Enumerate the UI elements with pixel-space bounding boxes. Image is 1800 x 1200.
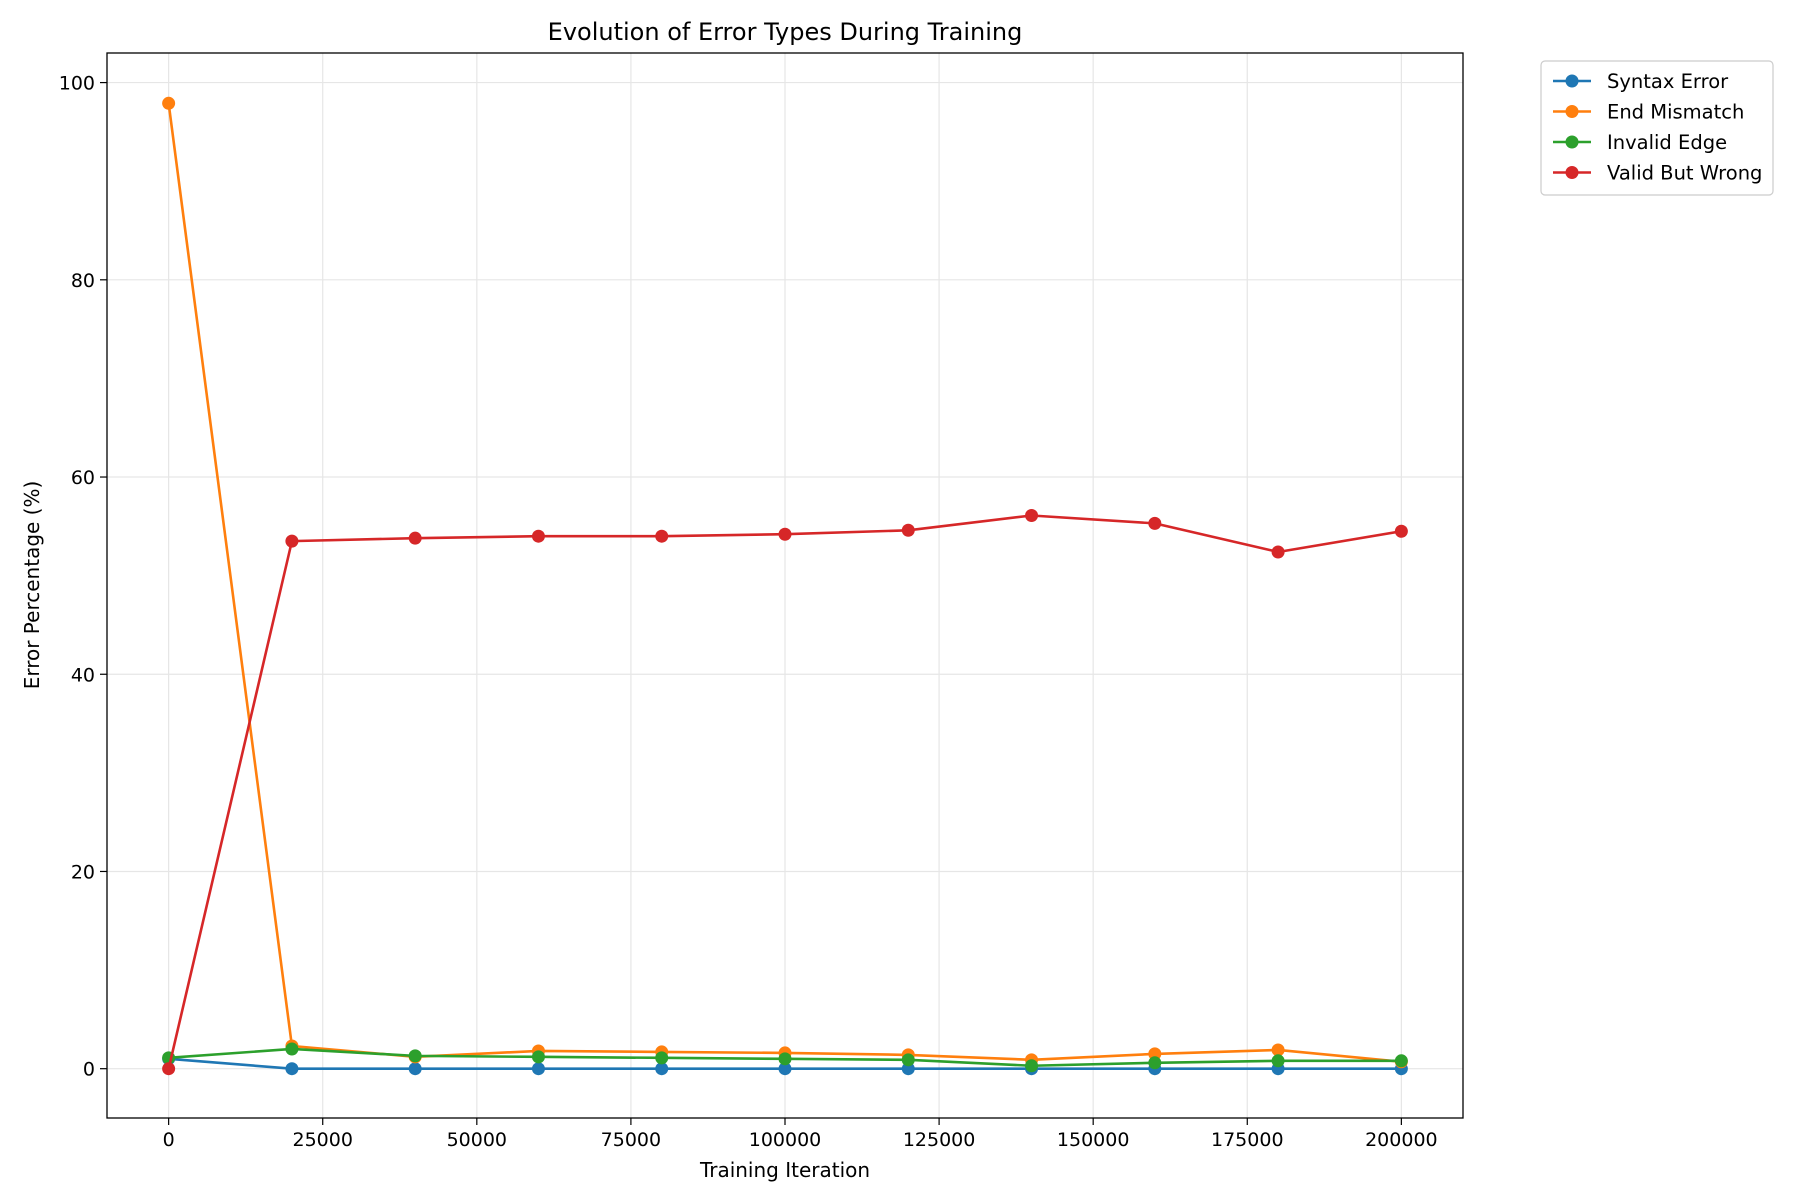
data-point-valid-but-wrong [901, 523, 915, 537]
data-point-valid-but-wrong [285, 534, 299, 548]
data-point-valid-but-wrong [655, 529, 669, 543]
data-point-invalid-edge [655, 1051, 669, 1065]
x-tick-label: 175000 [1211, 1129, 1284, 1151]
legend: Syntax Error End Mismatch Invalid Edge Vali… [1540, 60, 1774, 196]
y-tick-label: 100 [59, 73, 95, 95]
data-point-invalid-edge [408, 1049, 422, 1063]
legend-item-end-mismatch: End Mismatch [1553, 101, 1744, 124]
x-tick-label: 75000 [601, 1129, 661, 1151]
data-point-syntax-error [778, 1062, 792, 1076]
legend-item-invalid-edge: Invalid Edge [1553, 131, 1727, 154]
y-tick-label: 20 [71, 861, 95, 883]
legend-marker [1565, 166, 1579, 179]
legend-box [1540, 60, 1774, 196]
x-tick-label: 125000 [903, 1129, 976, 1151]
data-point-syntax-error [655, 1062, 669, 1076]
x-tick-label: 0 [163, 1129, 175, 1151]
data-point-valid-but-wrong [531, 529, 545, 543]
y-tick-label: 40 [71, 664, 95, 686]
data-point-end-mismatch [162, 96, 176, 110]
data-point-end-mismatch [1271, 1043, 1285, 1057]
legend-label: End Mismatch [1607, 101, 1744, 124]
data-point-valid-but-wrong [408, 531, 422, 545]
y-axis-label: Error Percentage (%) [20, 481, 44, 690]
x-axis-label: Training Iteration [699, 1158, 870, 1182]
data-point-invalid-edge [1148, 1056, 1162, 1070]
data-point-valid-but-wrong [1394, 524, 1408, 538]
data-point-invalid-edge [285, 1042, 299, 1056]
data-point-valid-but-wrong [1025, 508, 1039, 522]
legend-item-syntax-error: Syntax Error [1553, 70, 1729, 93]
chart-title: Evolution of Error Types During Training [548, 18, 1023, 46]
series-valid-but-wrong [162, 508, 1408, 1076]
data-point-valid-but-wrong [1148, 516, 1162, 530]
y-tick-label: 60 [71, 467, 95, 489]
legend-marker [1565, 74, 1579, 88]
data-point-syntax-error [531, 1062, 545, 1076]
plot-frame [106, 52, 1464, 1119]
plot-area: 0 25000 50000 75000 100000 125000 150000 175000… [59, 52, 1464, 1151]
legend-label: Valid But Wrong [1607, 162, 1762, 185]
y-tick-label: 80 [71, 270, 95, 292]
data-point-invalid-edge [1271, 1054, 1285, 1068]
x-tick-label: 200000 [1365, 1129, 1438, 1151]
data-point-syntax-error [408, 1062, 422, 1076]
data-point-invalid-edge [1025, 1059, 1039, 1073]
data-point-valid-but-wrong [778, 527, 792, 541]
data-point-invalid-edge [901, 1053, 915, 1067]
data-point-invalid-edge [531, 1050, 545, 1064]
series-invalid-edge [162, 1042, 1408, 1073]
data-point-valid-but-wrong [162, 1062, 176, 1076]
legend-item-valid-but-wrong: Valid But Wrong [1553, 162, 1762, 185]
data-point-valid-but-wrong [1271, 545, 1285, 559]
legend-label: Invalid Edge [1607, 131, 1727, 154]
legend-label: Syntax Error [1607, 70, 1729, 93]
y-tick-label: 0 [83, 1059, 95, 1081]
data-point-invalid-edge [778, 1052, 792, 1066]
legend-marker [1565, 135, 1579, 149]
x-tick-label: 150000 [1057, 1129, 1130, 1151]
x-tick-label: 25000 [293, 1129, 353, 1151]
legend-marker [1565, 105, 1579, 118]
x-tick-label: 50000 [447, 1129, 507, 1151]
data-point-invalid-edge [1394, 1054, 1408, 1068]
x-tick-label: 100000 [749, 1129, 822, 1151]
data-point-syntax-error [285, 1062, 299, 1076]
